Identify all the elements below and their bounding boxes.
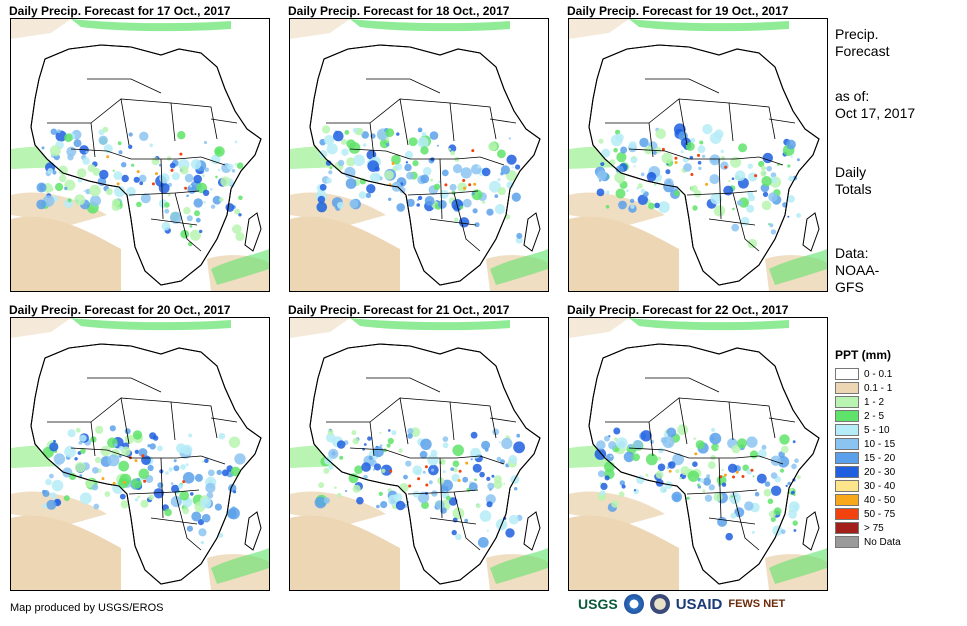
legend-label: 1 - 2	[864, 396, 885, 408]
legend-item: 1 - 2	[835, 395, 901, 409]
legend-item: 30 - 40	[835, 479, 901, 493]
forecast-panel-18: Daily Precip. Forecast for 18 Oct., 2017	[288, 4, 555, 292]
legend-swatch	[835, 480, 859, 492]
legend-item: 40 - 50	[835, 493, 901, 507]
legend-label: 2 - 5	[864, 410, 885, 422]
dos-seal-icon	[649, 594, 670, 614]
precip-map	[568, 18, 828, 292]
precip-map	[289, 18, 549, 292]
legend-label: 0 - 0.1	[864, 368, 893, 380]
usgs-logo: USGS	[578, 596, 618, 612]
legend-label: 5 - 10	[864, 424, 890, 436]
legend-swatch	[835, 410, 859, 422]
daily-totals-label: Daily Totals	[835, 164, 872, 197]
legend-label: 30 - 40	[864, 480, 896, 492]
precip-map	[10, 18, 270, 292]
legend-label: 15 - 20	[864, 452, 896, 464]
legend-swatch	[835, 424, 859, 436]
legend-swatch	[835, 452, 859, 464]
legend-swatch	[835, 438, 859, 450]
as-of-date: as of: Oct 17, 2017	[835, 88, 916, 121]
forecast-panel-17: Daily Precip. Forecast for 17 Oct., 2017	[9, 4, 276, 292]
forecast-panel-21: Daily Precip. Forecast for 21 Oct., 2017	[288, 303, 555, 591]
legend-item: 20 - 30	[835, 465, 901, 479]
panel-title: Daily Precip. Forecast for 18 Oct., 2017	[288, 4, 510, 18]
legend-label: 0.1 - 1	[864, 382, 893, 394]
ppt-legend: PPT (mm) 0 - 0.1 0.1 - 1 1 - 2 2 - 5 5 - 10 1…	[835, 348, 901, 549]
panel-title: Daily Precip. Forecast for 20 Oct., 2017	[9, 303, 231, 317]
panel-title: Daily Precip. Forecast for 22 Oct., 2017	[567, 303, 789, 317]
legend-label: 40 - 50	[864, 494, 896, 506]
legend-item: 50 - 75	[835, 507, 901, 521]
sidebar-title: Precip. Forecast	[835, 26, 890, 59]
legend-item: No Data	[835, 535, 901, 549]
usaid-logo: USAID	[675, 595, 723, 613]
panel-title: Daily Precip. Forecast for 21 Oct., 2017	[288, 303, 510, 317]
legend-label: 10 - 15	[864, 438, 896, 450]
forecast-panel-19: Daily Precip. Forecast for 19 Oct., 2017	[567, 4, 834, 292]
legend-item: > 75	[835, 521, 901, 535]
legend-title: PPT (mm)	[835, 348, 892, 362]
forecast-panel-22: Daily Precip. Forecast for 22 Oct., 2017	[567, 303, 834, 591]
precip-map	[10, 317, 270, 591]
legend-item: 10 - 15	[835, 437, 901, 451]
legend-swatch	[835, 382, 859, 394]
panel-title: Daily Precip. Forecast for 19 Oct., 2017	[567, 4, 789, 18]
legend-swatch	[835, 508, 859, 520]
noaa-logo-icon	[623, 594, 644, 614]
legend-swatch	[835, 522, 859, 534]
legend-item: 0.1 - 1	[835, 381, 901, 395]
panel-title: Daily Precip. Forecast for 17 Oct., 2017	[9, 4, 231, 18]
fews-net-logo: FEWS NET	[728, 598, 786, 610]
logo-strip: USGS USAID FEWS NET	[578, 594, 785, 614]
legend-swatch	[835, 536, 859, 548]
legend-swatch	[835, 494, 859, 506]
legend-item: 2 - 5	[835, 409, 901, 423]
credit-text: Map produced by USGS/EROS	[10, 602, 164, 614]
precip-map	[289, 317, 549, 591]
legend-label: 20 - 30	[864, 466, 896, 478]
legend-item: 5 - 10	[835, 423, 901, 437]
legend-item: 0 - 0.1	[835, 367, 901, 381]
legend-swatch	[835, 466, 859, 478]
legend-label: 50 - 75	[864, 508, 896, 520]
legend-item: 15 - 20	[835, 451, 901, 465]
legend-label: > 75	[864, 522, 884, 534]
legend-swatch	[835, 396, 859, 408]
data-source: Data: NOAA- GFS	[835, 245, 880, 295]
legend-swatch	[835, 368, 859, 380]
precip-map	[568, 317, 828, 591]
legend-label: No Data	[864, 536, 901, 548]
forecast-panel-20: Daily Precip. Forecast for 20 Oct., 2017	[9, 303, 276, 591]
